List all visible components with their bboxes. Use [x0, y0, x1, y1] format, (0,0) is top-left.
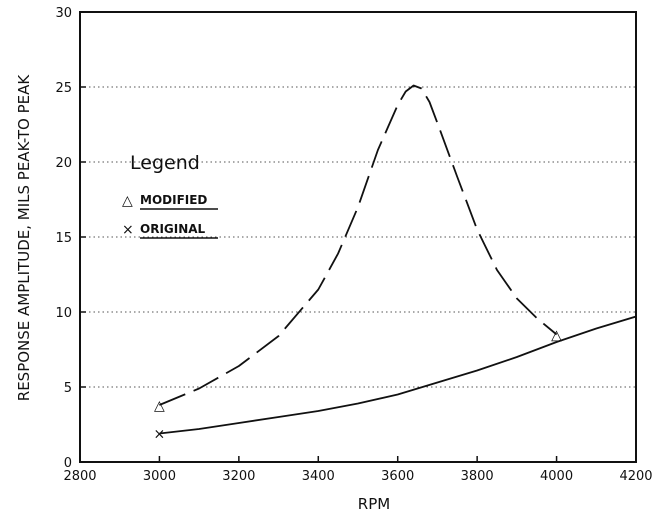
y-tick-label-30: 30 [55, 6, 72, 21]
y-tick-label-5: 5 [64, 381, 72, 396]
data-markers: △ △ × [154, 328, 563, 443]
x-tick-label-3800: 3800 [461, 469, 494, 484]
legend-marker-original: × [122, 222, 134, 238]
legend-label-original: ORIGINAL [140, 222, 206, 236]
x-axis-title: RPM [358, 495, 390, 513]
y-tick-label-25: 25 [55, 81, 72, 96]
x-tick-label-3600: 3600 [381, 469, 414, 484]
y-tick-label-0: 0 [64, 456, 72, 471]
y-tick-label-15: 15 [55, 231, 72, 246]
data-point-original-3000: × [154, 427, 166, 443]
y-axis-title: RESPONSE AMPLITUDE, MILS PEAK-TO PEAK [15, 74, 33, 402]
x-tick-label-3400: 3400 [302, 469, 335, 484]
axis-ticks: 2800 3000 3200 3400 3600 3800 4000 4200 0 5 10 15 20… [55, 6, 652, 484]
x-tick-label-3000: 3000 [143, 469, 176, 484]
data-point-modified-3000: △ [154, 398, 165, 414]
x-tick-label-3200: 3200 [222, 469, 255, 484]
y-tick-label-20: 20 [55, 156, 72, 171]
series-line-modified [159, 84, 558, 406]
legend-marker-modified: △ [122, 193, 133, 209]
data-point-modified-4000: △ [551, 328, 562, 344]
series-lines [159, 84, 637, 435]
x-tick-label-4200: 4200 [619, 469, 652, 484]
series-line-original [159, 315, 637, 435]
x-tick-label-4000: 4000 [540, 469, 573, 484]
legend-title: Legend [130, 152, 200, 174]
legend: Legend △ MODIFIED × ORIGINAL [122, 152, 218, 239]
y-tick-label-10: 10 [55, 306, 72, 321]
x-tick-label-2800: 2800 [63, 469, 96, 484]
legend-label-modified: MODIFIED [140, 193, 207, 207]
